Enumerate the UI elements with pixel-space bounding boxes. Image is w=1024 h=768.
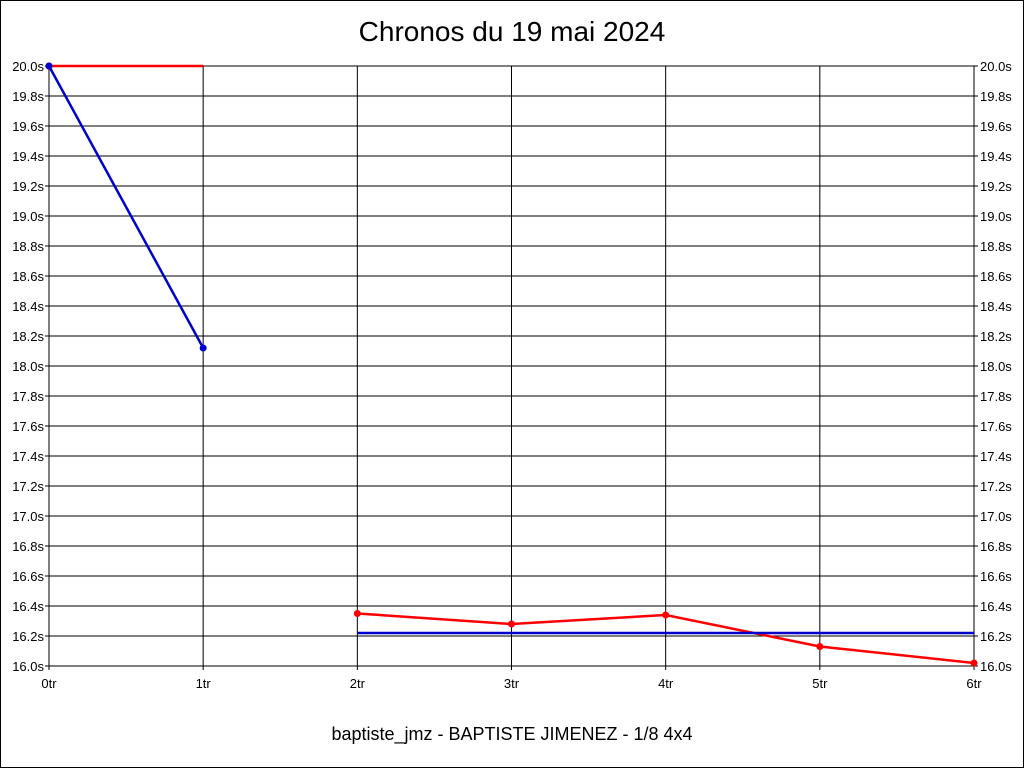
y-tick-label-right: 20.0s — [980, 59, 1012, 74]
y-tick-label-left: 18.0s — [12, 359, 44, 374]
y-tick-label-left: 19.2s — [12, 179, 44, 194]
y-tick-label-left: 16.4s — [12, 599, 44, 614]
y-tick-label-right: 18.0s — [980, 359, 1012, 374]
series-line — [47, 65, 205, 349]
y-tick-label-left: 19.6s — [12, 119, 44, 134]
chart-title: Chronos du 19 mai 2024 — [358, 16, 666, 47]
series-point — [662, 611, 670, 619]
y-tick-label-right: 16.4s — [980, 599, 1012, 614]
y-tick-label-right: 16.0s — [980, 659, 1012, 674]
y-tick-label-left: 19.0s — [12, 209, 44, 224]
y-tick-label-right: 18.2s — [980, 329, 1012, 344]
y-tick-label-left: 18.4s — [12, 299, 44, 314]
x-tick-label: 5tr — [812, 676, 828, 691]
y-tick-label-right: 18.8s — [980, 239, 1012, 254]
y-tick-label-right: 18.4s — [980, 299, 1012, 314]
y-tick-label-right: 19.2s — [980, 179, 1012, 194]
y-tick-label-left: 17.2s — [12, 479, 44, 494]
series-point — [45, 62, 53, 70]
x-tick-label: 0tr — [41, 676, 57, 691]
series-point — [508, 620, 515, 628]
y-tick-label-left: 18.6s — [12, 269, 44, 284]
x-tick-label: 4tr — [658, 676, 674, 691]
y-tick-label-right: 17.0s — [980, 509, 1012, 524]
y-tick-label-right: 19.6s — [980, 119, 1012, 134]
series-point — [353, 610, 361, 617]
y-tick-label-right: 17.8s — [980, 389, 1012, 404]
y-tick-label-right: 17.2s — [980, 479, 1012, 494]
y-tick-label-right: 19.8s — [980, 89, 1012, 104]
y-tick-label-left: 16.0s — [12, 659, 44, 674]
x-tick-label: 3tr — [504, 676, 520, 691]
plot-border — [48, 65, 975, 667]
y-tick-label-left: 16.2s — [12, 629, 44, 644]
y-tick-label-right: 18.6s — [980, 269, 1012, 284]
y-tick-label-left: 20.0s — [12, 59, 44, 74]
y-tick-label-left: 19.8s — [12, 89, 44, 104]
y-tick-label-left: 16.6s — [12, 569, 44, 584]
x-tick-label: 2tr — [350, 676, 366, 691]
y-tick-label-right: 17.6s — [980, 419, 1012, 434]
x-tick-label: 1tr — [196, 676, 212, 691]
y-tick-label-left: 17.6s — [12, 419, 44, 434]
y-tick-label-right: 19.4s — [980, 149, 1012, 164]
y-tick-label-left: 17.4s — [12, 449, 44, 464]
y-tick-label-left: 17.8s — [12, 389, 44, 404]
series-point — [816, 643, 824, 650]
y-tick-label-left: 16.8s — [12, 539, 44, 554]
y-tick-label-left: 18.2s — [12, 329, 44, 344]
x-tick-label: 6tr — [966, 676, 982, 691]
series-point — [970, 659, 978, 667]
y-tick-label-left: 19.4s — [12, 149, 44, 164]
y-tick-label-left: 17.0s — [12, 509, 44, 524]
chart-footer: baptiste_jmz - BAPTISTE JIMENEZ - 1/8 4x… — [331, 724, 693, 744]
y-tick-label-right: 16.2s — [980, 629, 1012, 644]
series-point — [199, 344, 207, 352]
y-tick-label-right: 19.0s — [980, 209, 1012, 224]
y-tick-label-right: 17.4s — [980, 449, 1012, 464]
y-tick-label-right: 16.8s — [980, 539, 1012, 554]
y-tick-label-right: 16.6s — [980, 569, 1012, 584]
y-tick-label-left: 18.8s — [12, 239, 44, 254]
